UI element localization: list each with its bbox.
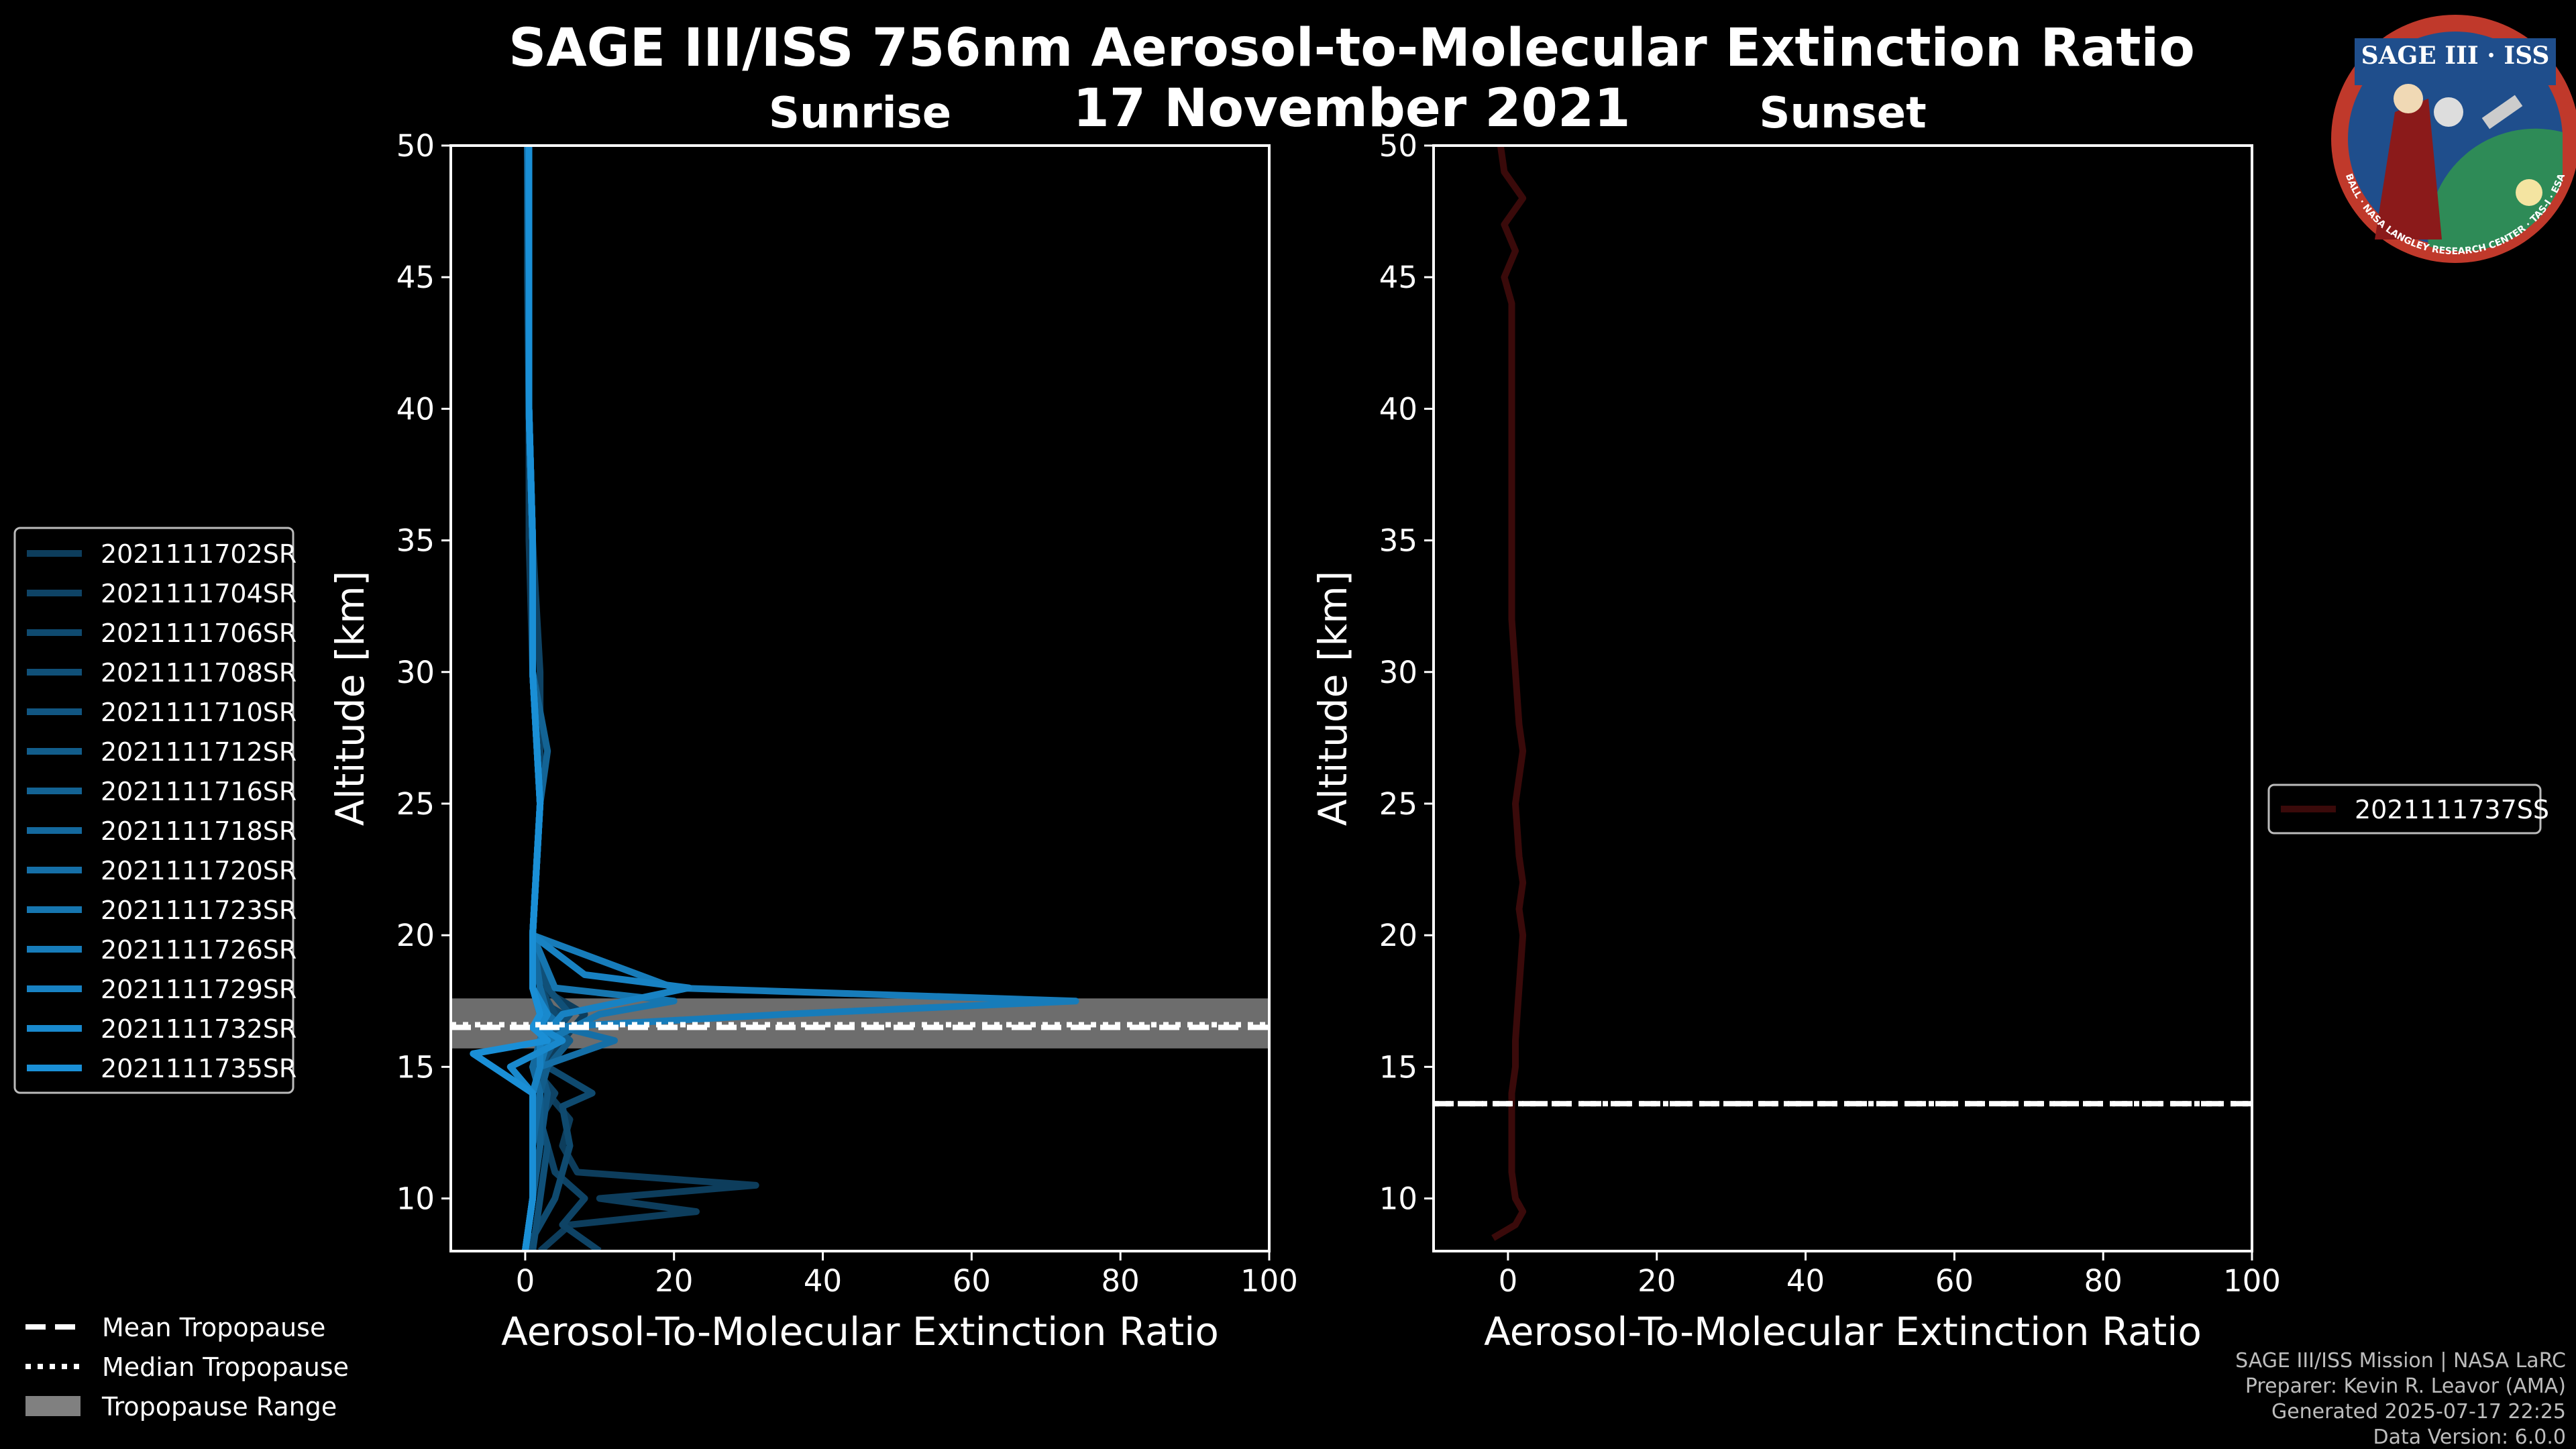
legend-entry-2021111704SR: 2021111704SR: [101, 579, 297, 608]
y-tick-label: 10: [1379, 1181, 1417, 1217]
sunset-x-axis-label: Aerosol-To-Molecular Extinction Ratio: [1484, 1309, 2202, 1354]
y-tick-label: 35: [1379, 523, 1417, 559]
tropopause-range-swatch: [25, 1396, 80, 1416]
x-tick-label: 80: [1102, 1263, 1140, 1299]
x-tick-label: 0: [516, 1263, 535, 1299]
x-tick-label: 100: [1240, 1263, 1298, 1299]
sunrise-legend: 2021111702SR 2021111704SR 2021111706SR 2021…: [13, 527, 297, 1094]
sage-iii-iss-mission-patch-icon: SAGE III · ISS BALL · NASA LANGLEY RESEA…: [2331, 15, 2576, 263]
credit-line-1: SAGE III/ISS Mission | NASA LaRC: [2235, 1349, 2566, 1373]
credit-line-3: Generated 2025-07-17 22:25: [2271, 1400, 2566, 1424]
x-tick-label: 40: [1786, 1263, 1825, 1299]
sunset-legend-box: [2267, 784, 2542, 835]
x-tick-label: 60: [953, 1263, 991, 1299]
legend-entry-2021111735SR: 2021111735SR: [101, 1054, 297, 1083]
patch-figure-head: [2394, 84, 2423, 113]
series-line-2021111735SR: [470, 146, 551, 1251]
y-tick-label: 50: [396, 128, 435, 164]
y-tick-label: 35: [396, 523, 435, 559]
legend-entry-2021111723SR: 2021111723SR: [101, 896, 297, 925]
patch-sun: [2516, 179, 2542, 206]
y-tick-label: 45: [1379, 260, 1417, 295]
legend-entry-2021111720SR: 2021111720SR: [101, 856, 297, 885]
legend-entry-2021111702SR: 2021111702SR: [101, 539, 297, 569]
sunset-y-axis-label: Altitude [km]: [1310, 571, 1356, 826]
sunset-panel: Sunset 0 20 40 60 80 100 10 15 20 25 30 35 40 45 50 Aero…: [1310, 89, 2281, 1354]
sunset-plot-frame: [1432, 144, 2253, 1252]
x-tick-label: 80: [2084, 1263, 2123, 1299]
legend-entry-2021111706SR: 2021111706SR: [101, 619, 297, 648]
credit-line-2: Preparer: Kevin R. Leavor (AMA): [2245, 1375, 2566, 1398]
legend-entry-2021111710SR: 2021111710SR: [101, 698, 297, 727]
sunset-title: Sunset: [1759, 89, 1926, 138]
patch-moon: [2434, 97, 2463, 127]
legend-entry-patch: Tropopause Range: [101, 1392, 337, 1421]
y-tick-label: 10: [396, 1181, 435, 1217]
y-tick-label: 25: [1379, 786, 1417, 822]
patch-banner: [2355, 38, 2556, 85]
y-tick-label: 50: [1379, 128, 1417, 164]
sunset-plot-content: [1434, 146, 2252, 1241]
y-tick-label: 30: [1379, 655, 1417, 690]
tropopause-legend: Mean Tropopause Median Tropopause Tropopau…: [25, 1313, 349, 1421]
y-tick-label: 45: [396, 260, 435, 295]
x-tick-label: 0: [1499, 1263, 1518, 1299]
patch-globe: [2428, 128, 2563, 252]
sunrise-panel: Sunrise 0 20 40 60 80 100 10 15 20 25 30 35 40 45 50 Aer…: [327, 89, 1298, 1354]
sunrise-plot-content: [451, 146, 1269, 1251]
y-tick-label: 25: [396, 786, 435, 822]
y-tick-label: 15: [396, 1049, 435, 1085]
credit-line-4: Data Version: 6.0.0: [2373, 1426, 2566, 1449]
legend-entry-dotted: Median Tropopause: [102, 1352, 349, 1382]
patch-title: SAGE III · ISS: [2361, 42, 2550, 70]
legend-entry-2021111737SS: 2021111737SS: [2355, 795, 2549, 824]
x-tick-label: 20: [1638, 1263, 1676, 1299]
sunrise-x-axis-label: Aerosol-To-Molecular Extinction Ratio: [501, 1309, 1219, 1354]
sunrise-title: Sunrise: [769, 89, 951, 138]
legend-entry-2021111726SR: 2021111726SR: [101, 935, 297, 965]
x-tick-label: 100: [2223, 1263, 2281, 1299]
credits-block: SAGE III/ISS Mission | NASA LaRC Prepare…: [2235, 1349, 2566, 1449]
sunset-plot-area: [1434, 146, 2252, 1251]
x-tick-label: 60: [1935, 1263, 1974, 1299]
sunrise-plot-frame: [449, 144, 1271, 1252]
legend-entry-2021111716SR: 2021111716SR: [101, 777, 297, 806]
y-tick-label: 40: [396, 391, 435, 427]
legend-entry-dashed: Mean Tropopause: [102, 1313, 325, 1342]
y-tick-label: 15: [1379, 1049, 1417, 1085]
series-line-2021111737SS: [1491, 146, 1527, 1241]
y-tick-label: 40: [1379, 391, 1417, 427]
sunrise-plot-area: [451, 146, 1269, 1251]
sunrise-y-axis-label: Altitude [km]: [327, 571, 373, 826]
y-tick-label: 30: [396, 655, 435, 690]
legend-entry-2021111708SR: 2021111708SR: [101, 658, 297, 688]
legend-entry-2021111732SR: 2021111732SR: [101, 1014, 297, 1044]
y-tick-label: 20: [1379, 918, 1417, 953]
y-tick-label: 20: [396, 918, 435, 953]
x-tick-label: 20: [655, 1263, 693, 1299]
figure-date: 17 November 2021: [1073, 78, 1630, 139]
figure-title: SAGE III/ISS 756nm Aerosol-to-Molecular …: [508, 18, 2195, 78]
legend-entry-2021111718SR: 2021111718SR: [101, 816, 297, 846]
sunset-legend: 2021111737SS: [2267, 784, 2549, 835]
sunrise-legend-box: [13, 527, 294, 1094]
x-tick-label: 40: [804, 1263, 842, 1299]
legend-entry-2021111712SR: 2021111712SR: [101, 737, 297, 767]
patch-station: [2481, 95, 2523, 129]
legend-entry-2021111729SR: 2021111729SR: [101, 975, 297, 1004]
patch-figure-robe: [2375, 99, 2442, 239]
